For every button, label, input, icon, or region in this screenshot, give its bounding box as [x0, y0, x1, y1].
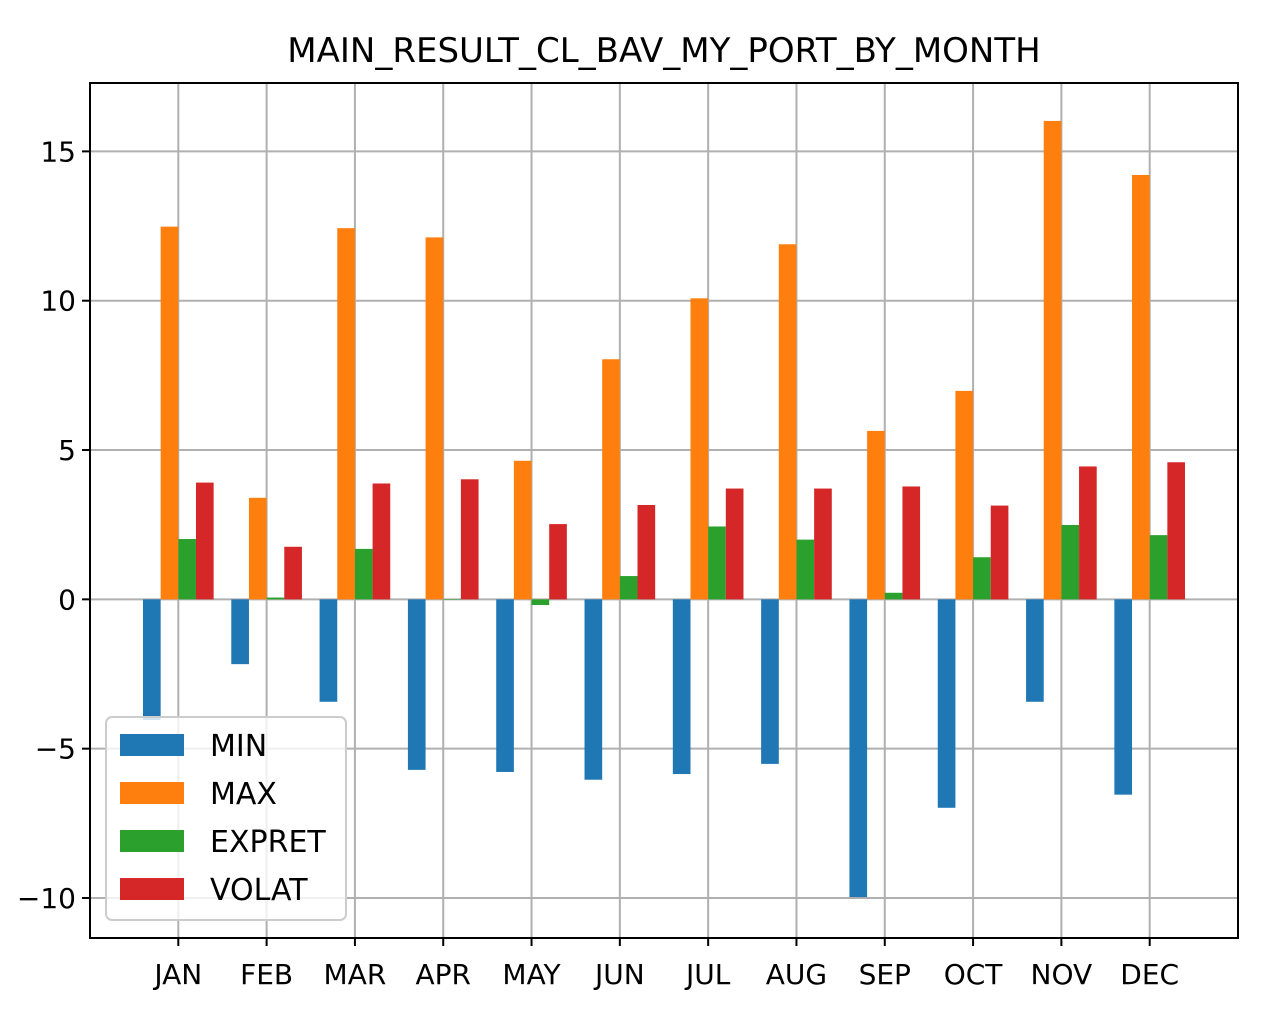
- y-tick-label: 15: [40, 135, 76, 168]
- bar-max: [1132, 174, 1150, 600]
- bar-min: [496, 599, 514, 772]
- x-tick-label: NOV: [1031, 958, 1093, 991]
- bar-volat: [284, 546, 302, 600]
- bar-expret: [1149, 535, 1168, 600]
- bar-min: [849, 599, 868, 898]
- bar-max: [955, 390, 974, 600]
- bar-expret: [266, 597, 285, 600]
- bar-max: [513, 460, 532, 600]
- bar-expret: [443, 599, 461, 600]
- x-axis: JAN FEB MAR APR MAY JUN JUL AUG SEP OCT NOV DEC: [152, 938, 1179, 991]
- bar-min: [761, 599, 779, 764]
- bar-volat: [549, 524, 567, 600]
- legend-label: VOLAT: [210, 873, 308, 908]
- bar-expret: [619, 576, 638, 600]
- x-tick-label: JUL: [684, 958, 731, 991]
- bar-volat: [814, 488, 832, 600]
- bar-expret: [796, 539, 815, 600]
- bar-expret: [531, 599, 550, 606]
- legend-swatch-min: [120, 734, 184, 756]
- bar-volat: [637, 504, 656, 600]
- y-tick-label: −10: [17, 882, 76, 915]
- bar-expret: [1061, 524, 1080, 600]
- bar-min: [937, 599, 956, 808]
- bar-min: [1114, 599, 1133, 795]
- bar-max: [1043, 120, 1062, 600]
- bar-min: [319, 599, 338, 702]
- x-tick-label: DEC: [1120, 958, 1179, 991]
- x-tick-label: APR: [415, 958, 471, 991]
- bar-min: [142, 599, 161, 720]
- bar-expret: [708, 526, 726, 600]
- legend-box: [105, 716, 347, 921]
- bar-min: [584, 599, 603, 780]
- legend-label: MAX: [210, 777, 277, 812]
- bar-max: [160, 226, 179, 600]
- legend-swatch-volat: [120, 878, 184, 900]
- bar-volat: [1167, 462, 1186, 600]
- bar-expret: [354, 548, 373, 600]
- y-axis: −10 −5 0 5 10 15: [17, 135, 90, 915]
- x-tick-label: MAY: [502, 958, 561, 991]
- bar-max: [425, 237, 444, 600]
- x-tick-label: SEP: [859, 958, 911, 991]
- y-tick-label: 5: [58, 434, 76, 467]
- bar-max: [690, 298, 709, 600]
- legend-swatch-expret: [120, 830, 184, 852]
- plot-frame: [89, 82, 1239, 939]
- bars: [142, 120, 1186, 898]
- y-tick-label: −5: [35, 733, 76, 766]
- legend-swatch-max: [120, 782, 184, 804]
- x-tick-label: FEB: [240, 958, 293, 991]
- x-tick-label: MAR: [324, 958, 387, 991]
- bar-min: [672, 599, 691, 775]
- bar-volat: [195, 482, 214, 600]
- bar-min: [1026, 599, 1044, 702]
- bar-expret: [884, 592, 903, 600]
- x-tick-label: JAN: [152, 958, 202, 991]
- y-tick-label: 10: [40, 285, 76, 318]
- bar-expret: [178, 539, 196, 600]
- bar-max: [602, 359, 620, 600]
- bar-volat: [902, 486, 921, 600]
- bar-expret: [973, 557, 991, 600]
- x-tick-label: OCT: [944, 958, 1004, 991]
- x-tick-label: AUG: [766, 958, 827, 991]
- legend-label: MIN: [210, 729, 267, 764]
- bar-max: [337, 228, 355, 600]
- bar-max: [867, 430, 885, 600]
- legend-label: EXPRET: [210, 825, 326, 860]
- legend: MIN MAX EXPRET VOLAT: [105, 716, 347, 921]
- bar-volat: [372, 483, 391, 600]
- y-tick-label: 0: [58, 583, 76, 616]
- bar-volat: [990, 505, 1009, 600]
- bar-volat: [725, 488, 744, 600]
- bar-volat: [1079, 466, 1097, 600]
- bar-min: [231, 599, 249, 665]
- x-tick-label: JUN: [593, 958, 645, 991]
- bar-min: [407, 599, 426, 770]
- bar-max: [248, 497, 267, 600]
- chart-title: MAIN_RESULT_CL_BAV_MY_PORT_BY_MONTH: [287, 31, 1040, 71]
- bar-max: [778, 244, 797, 600]
- bar-volat: [460, 479, 479, 600]
